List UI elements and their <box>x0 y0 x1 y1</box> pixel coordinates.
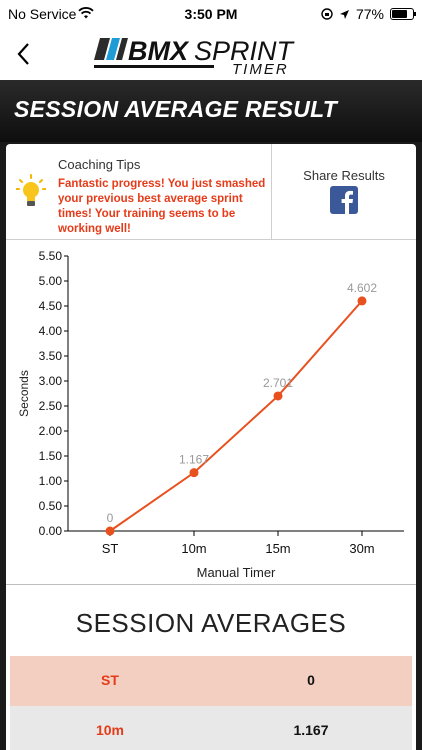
x-tick-label: ST <box>102 541 119 556</box>
lightbulb-icon <box>16 174 46 206</box>
x-tick-label: 30m <box>349 541 374 556</box>
coaching-tips-message: Fantastic progress! You just smashed you… <box>58 178 266 235</box>
wifi-icon <box>78 7 94 19</box>
logo-main-text: BMX <box>128 36 190 66</box>
y-tick-label: 3.50 <box>39 349 63 363</box>
y-tick-label: 2.50 <box>39 399 63 413</box>
data-label: 4.602 <box>347 281 377 295</box>
session-averages: SESSION AVERAGES ST 0 10m 1.167 <box>6 586 416 750</box>
data-label: 0 <box>107 511 114 525</box>
series-line <box>109 300 363 532</box>
data-label: 2.701 <box>263 376 293 390</box>
table-row: ST 0 <box>10 656 412 706</box>
page-banner: SESSION AVERAGE RESULT <box>0 80 422 142</box>
y-tick-label: 1.00 <box>39 474 63 488</box>
facebook-icon[interactable] <box>330 186 358 214</box>
y-tick-label: 4.50 <box>39 299 63 313</box>
y-tick-label: 4.00 <box>39 324 63 338</box>
battery-percent: 77% <box>355 6 384 22</box>
row-value: 0 <box>307 672 315 688</box>
x-axis-title: Manual Timer <box>197 565 276 580</box>
data-label: 1.167 <box>179 453 209 467</box>
status-bar: No Service 3:50 PM 77% <box>0 0 422 28</box>
location-icon <box>339 9 349 19</box>
x-tick-label: 15m <box>265 541 290 556</box>
row-label: 10m <box>95 722 125 738</box>
row-value: 1.167 <box>293 722 329 738</box>
session-chart: 0.00 0.50 1.00 1.50 2.00 2.50 3.00 3.50 4.00 4.50… <box>17 249 404 580</box>
app-logo: BMX SPRINT TIMER <box>94 36 296 76</box>
data-point <box>189 468 199 478</box>
table-row: 10m 1.167 <box>10 706 412 750</box>
logo-accent-text: SPRINT <box>194 36 296 66</box>
chart-area: 0.00 0.50 1.00 1.50 2.00 2.50 3.00 3.50 4.00 4.50… <box>6 241 416 585</box>
y-tick-label: 2.00 <box>39 424 63 438</box>
y-tick-label: 3.00 <box>39 374 63 388</box>
y-tick-label: 5.00 <box>39 274 63 288</box>
y-tick-label: 0.50 <box>39 499 63 513</box>
data-point <box>273 391 283 401</box>
share-results-label: Share Results <box>303 168 385 183</box>
nav-bar: BMX SPRINT TIMER <box>0 28 422 80</box>
logo-sub-text: TIMER <box>232 61 289 76</box>
session-averages-title: SESSION AVERAGES <box>75 608 347 638</box>
x-tick-label: 10m <box>181 541 206 556</box>
results-card: Coaching Tips Fantastic progress! You ju… <box>6 144 416 750</box>
clock: 3:50 PM <box>184 6 238 22</box>
page-title: SESSION AVERAGE RESULT <box>14 96 338 122</box>
row-label: ST <box>101 672 119 688</box>
data-point <box>357 296 367 306</box>
share-results-button[interactable]: Share Results <box>272 144 416 240</box>
back-chevron-icon[interactable] <box>14 40 34 68</box>
y-tick-label: 5.50 <box>39 249 63 263</box>
y-tick-label: 0.00 <box>39 524 63 538</box>
y-tick-label: 1.50 <box>39 449 63 463</box>
battery-icon <box>390 8 416 20</box>
carrier-label: No Service <box>8 6 77 22</box>
data-point <box>105 526 115 536</box>
y-axis-title: Seconds <box>17 370 31 417</box>
coaching-tips-title: Coaching Tips <box>58 157 141 172</box>
orientation-lock-icon <box>321 8 333 20</box>
coaching-tips-panel: Coaching Tips Fantastic progress! You ju… <box>6 144 272 240</box>
battery-fill <box>392 10 408 18</box>
